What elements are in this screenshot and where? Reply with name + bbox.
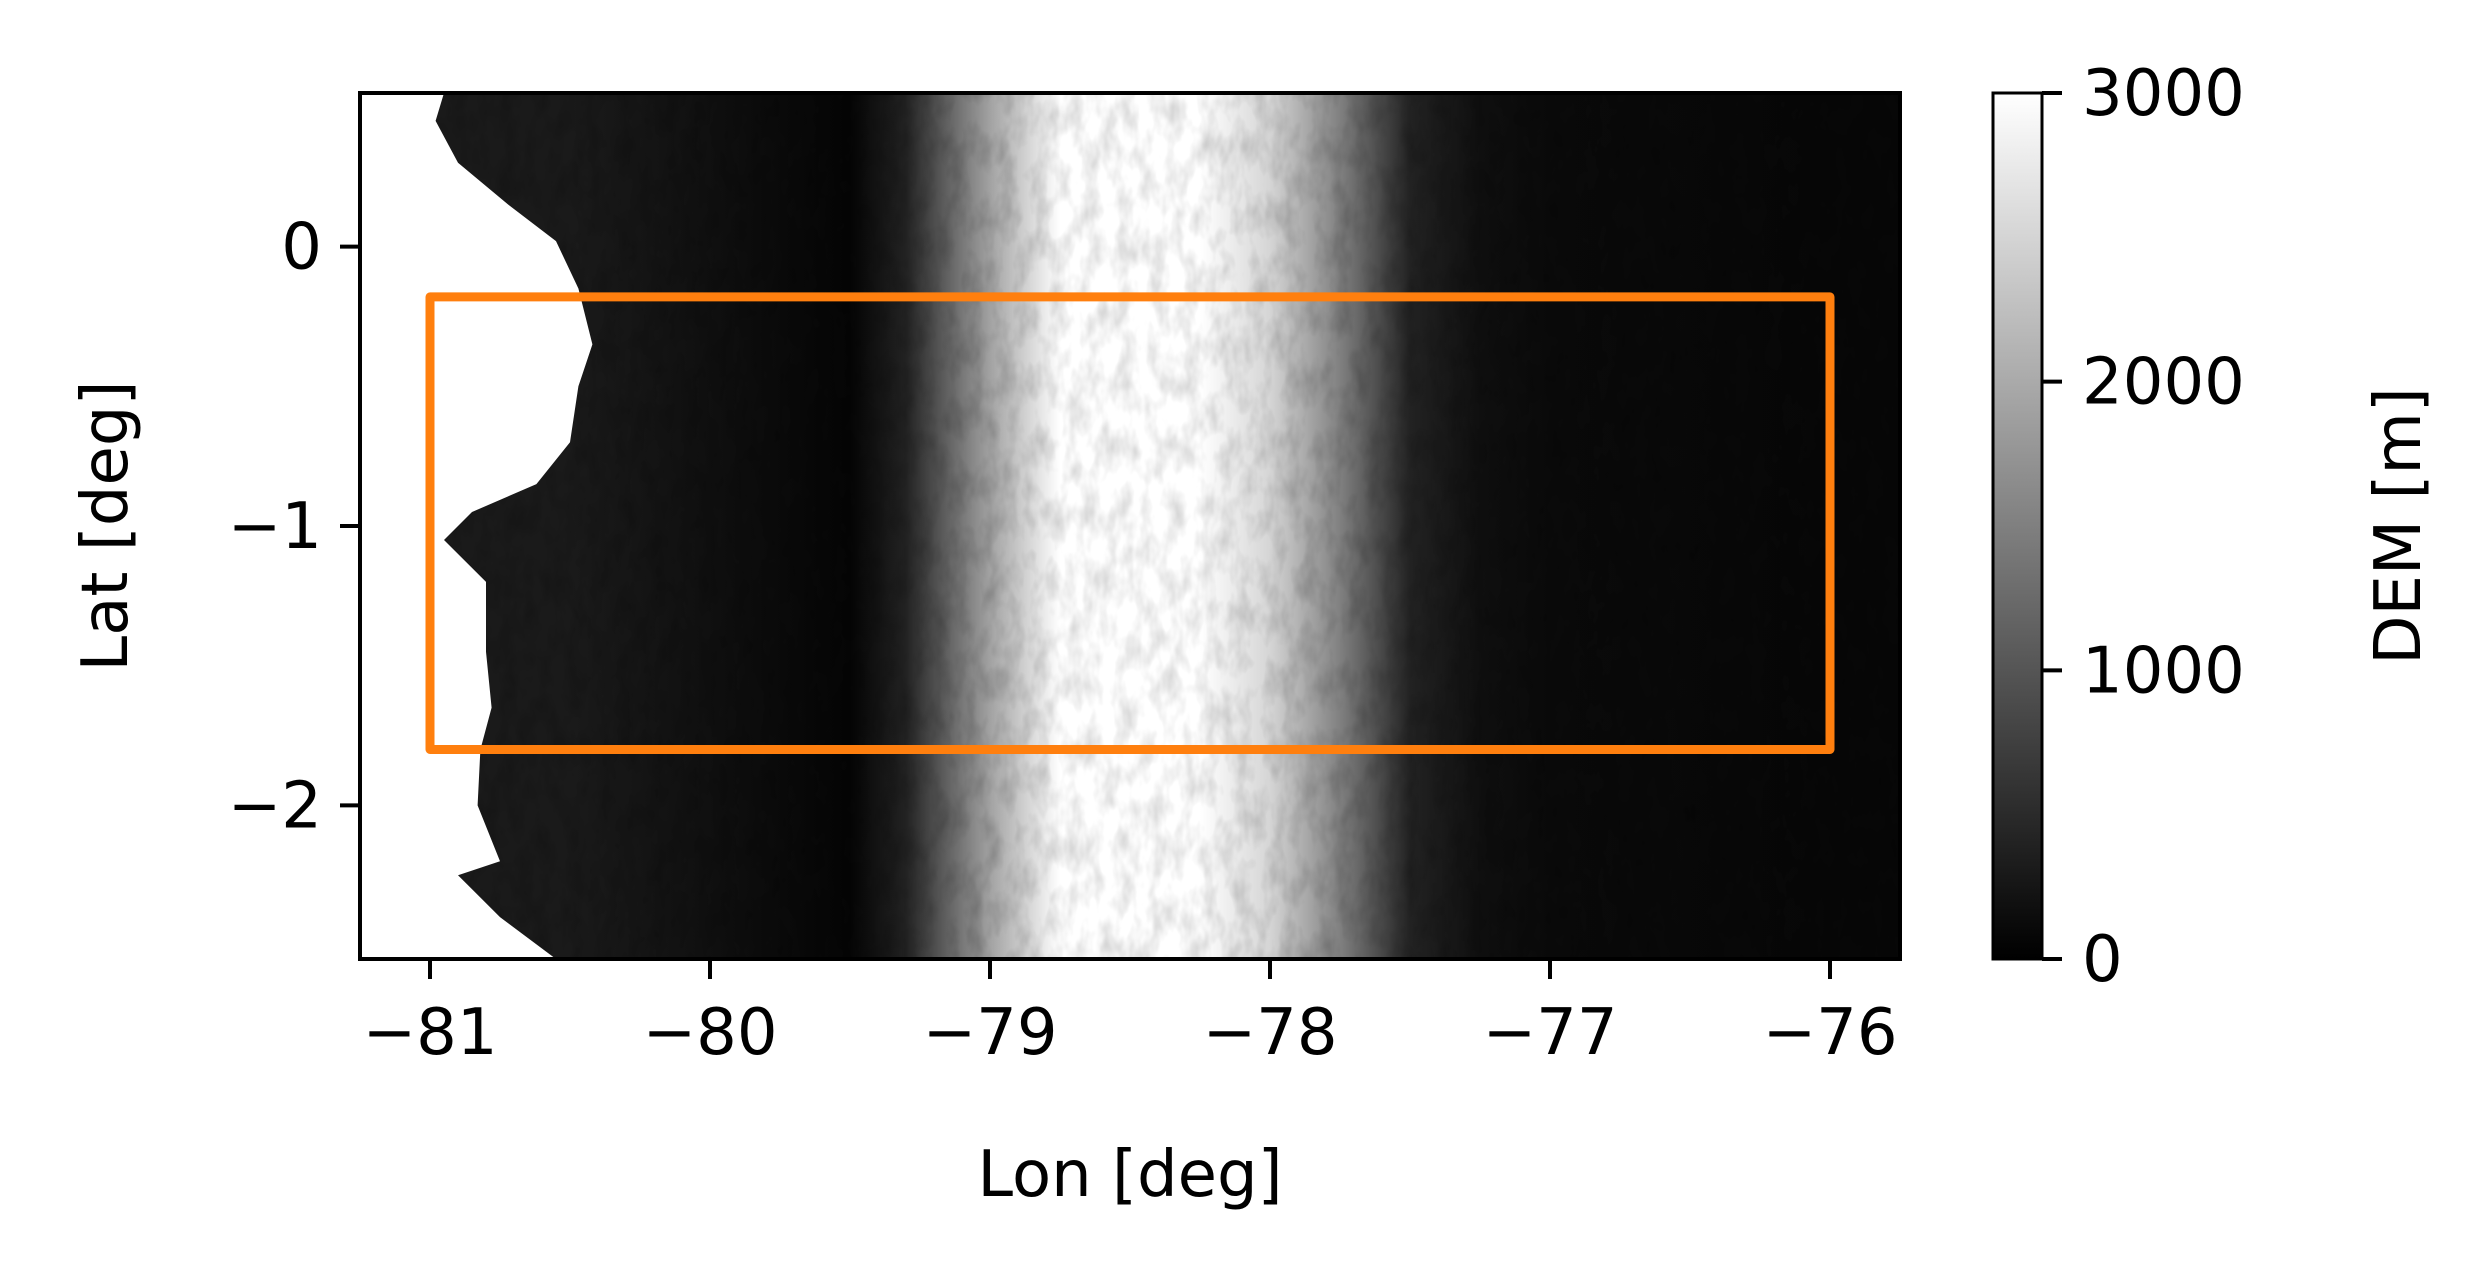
y-tick-label: −1 [228,490,322,564]
colorbar-gradient [1991,91,2044,961]
y-tick-label: 0 [281,211,322,285]
colorbar-label: DEM [m] [2362,387,2436,665]
colorbar-tick-label: 3000 [2082,57,2245,131]
colorbar-tick-label: 1000 [2082,634,2245,708]
region-box [425,292,1835,754]
x-tick-label: −78 [1202,996,1337,1070]
y-tick-label: −2 [228,769,322,843]
x-axis-label: Lon [deg] [977,1138,1282,1212]
x-tick-label: −77 [1482,996,1617,1070]
y-axis-label: Lat [deg] [69,381,143,672]
colorbar: 0 1000 2000 3000 DEM [m] [1991,57,2436,997]
x-tick-label: −76 [1762,996,1897,1070]
y-axis-ticks: 0 −1 −2 [228,211,360,843]
x-tick-label: −81 [362,996,497,1070]
x-axis-ticks: −81 −80 −79 −78 −77 −76 [362,959,1898,1070]
terrain-texture [360,93,1900,959]
colorbar-tick-label: 2000 [2082,346,2245,420]
colorbar-ticks: 0 1000 2000 3000 [2042,57,2245,997]
ocean-area [360,93,593,959]
dem-map [360,93,1900,959]
colorbar-tick-label: 0 [2082,923,2123,997]
x-tick-label: −80 [642,996,777,1070]
x-tick-label: −79 [922,996,1057,1070]
